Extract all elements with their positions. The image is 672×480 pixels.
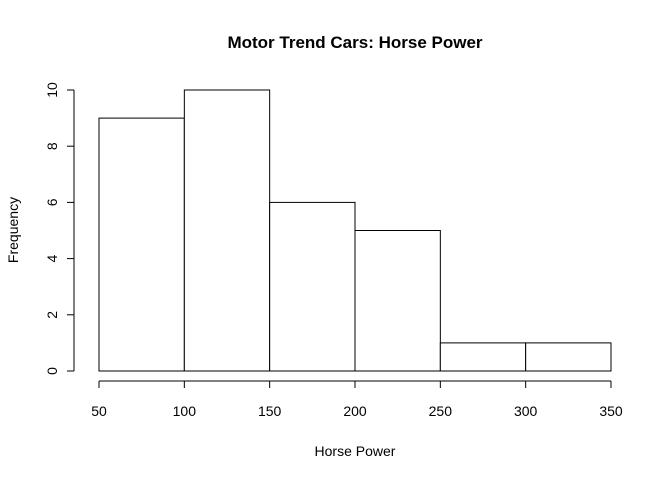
x-tick-label-100: 100 [173, 403, 197, 419]
histogram-bar-300-350 [525, 342, 612, 372]
y-axis-label: Frequency [5, 197, 21, 263]
chart-title: Motor Trend Cars: Horse Power [227, 33, 482, 52]
y-axis: 0 2 4 6 8 10 [44, 82, 75, 375]
histogram-bar-200-250 [354, 230, 441, 372]
x-axis-label: Horse Power [315, 443, 396, 459]
x-tick-label-200: 200 [343, 403, 367, 419]
y-tick-label-10: 10 [44, 82, 60, 98]
x-tick-label-300: 300 [514, 403, 538, 419]
y-tick-label-8: 8 [44, 142, 60, 150]
y-tick-label-2: 2 [44, 311, 60, 319]
y-tick-label-6: 6 [44, 198, 60, 206]
x-axis: 50 100 150 200 250 300 350 [91, 380, 623, 419]
x-tick-label-250: 250 [429, 403, 453, 419]
y-tick-label-0: 0 [44, 367, 60, 375]
histogram-bar-50-100 [98, 117, 185, 372]
x-tick-label-150: 150 [258, 403, 282, 419]
bars-group [98, 89, 612, 372]
x-tick-label-350: 350 [599, 403, 623, 419]
x-tick-label-50: 50 [91, 403, 107, 419]
histogram-bar-250-300 [439, 342, 527, 372]
y-tick-label-4: 4 [44, 254, 60, 262]
histogram-bar-150-200 [269, 201, 356, 372]
histogram-bar-100-150 [183, 89, 271, 372]
